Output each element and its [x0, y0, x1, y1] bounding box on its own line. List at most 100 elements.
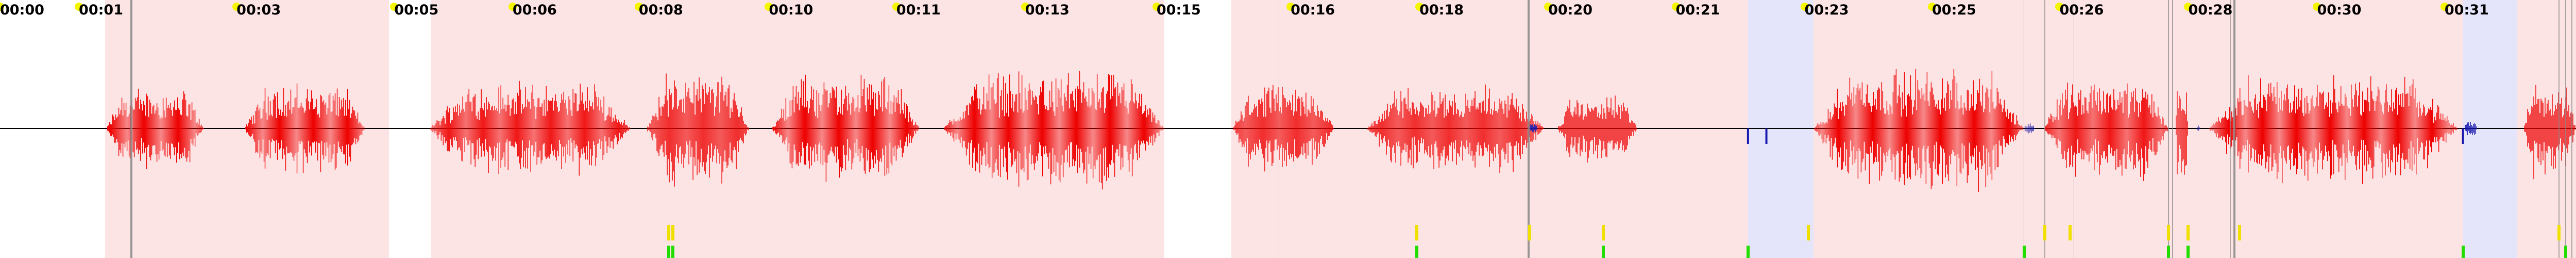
waveform-segment: [1558, 95, 1637, 163]
tick-label: 00:05: [394, 2, 439, 18]
tick-label: 00:20: [1548, 2, 1593, 18]
tick-dot-icon: [2440, 3, 2449, 11]
green-flag[interactable]: [2187, 246, 2190, 258]
time-tick: 00:23: [1800, 0, 1939, 21]
tick-dot-icon: [1671, 3, 1680, 11]
tick-dot-icon: [232, 3, 241, 11]
tick-label: 00:16: [1291, 2, 1335, 18]
yellow-flag[interactable]: [1602, 225, 1605, 240]
green-flag[interactable]: [2461, 246, 2465, 258]
time-tick: 00:20: [1544, 0, 1682, 21]
tick-dot-icon: [1286, 3, 1295, 11]
yellow-flag[interactable]: [667, 225, 671, 240]
yellow-flag[interactable]: [1528, 225, 1532, 240]
tick-label: 00:25: [1932, 2, 1976, 18]
boundary-marker[interactable]: [2233, 0, 2235, 258]
tick-dot-icon: [1021, 3, 1029, 11]
time-tick: 00:00: [0, 0, 134, 21]
time-tick: 00:25: [1928, 0, 2066, 21]
tick-dot-icon: [75, 3, 83, 11]
tick-dot-icon: [2055, 3, 2064, 11]
tick-dot-icon: [2313, 3, 2321, 11]
green-flag[interactable]: [671, 246, 675, 258]
tick-label: 00:01: [79, 2, 123, 18]
tick-dot-icon: [1415, 3, 1424, 11]
waveform-segment: [2524, 85, 2576, 179]
time-tick: 00:13: [1021, 0, 1159, 21]
tick-label: 00:26: [2059, 2, 2104, 18]
tick-dot-icon: [2184, 3, 2193, 11]
tick-dot-icon: [1544, 3, 1553, 11]
tick-dot-icon: [390, 3, 399, 11]
green-flag[interactable]: [1746, 246, 1750, 258]
boundary-marker[interactable]: [2230, 0, 2231, 258]
green-flag[interactable]: [2022, 246, 2026, 258]
tick-dot-icon: [634, 3, 643, 11]
tick-dot-icon: [1152, 3, 1161, 11]
time-tick: 00:01: [75, 0, 213, 21]
yellow-flag[interactable]: [2238, 225, 2241, 240]
yellow-flag[interactable]: [2043, 225, 2047, 240]
boundary-marker[interactable]: [2571, 0, 2573, 258]
waveform-segment: [1233, 85, 1334, 172]
time-tick: 00:31: [2440, 0, 2576, 21]
boundary-marker[interactable]: [130, 0, 133, 258]
tick-label: 00:00: [0, 2, 44, 18]
time-tick: 00:26: [2055, 0, 2193, 21]
tick-dot-icon: [1928, 3, 1936, 11]
waveform-segment-alt: [2465, 122, 2477, 135]
tick-label: 00:10: [769, 2, 814, 18]
yellow-flag[interactable]: [2167, 225, 2171, 240]
time-tick: 00:18: [1415, 0, 1553, 21]
boundary-marker[interactable]: [1527, 0, 1530, 258]
yellow-flag[interactable]: [2068, 225, 2072, 240]
time-tick: 00:03: [232, 0, 370, 21]
waveform-segment: [647, 73, 749, 187]
yellow-flag[interactable]: [1415, 225, 1418, 240]
tick-label: 00:28: [2188, 2, 2233, 18]
waveform-segment: [1367, 84, 1545, 173]
tick-label: 00:18: [1419, 2, 1464, 18]
green-flag[interactable]: [1415, 246, 1418, 258]
boundary-marker[interactable]: [2044, 0, 2046, 258]
boundary-marker[interactable]: [2558, 0, 2560, 258]
boundary-marker[interactable]: [2565, 0, 2566, 258]
yellow-flag[interactable]: [2557, 225, 2561, 240]
tick-dot-icon: [508, 3, 517, 11]
green-flag[interactable]: [1602, 246, 1605, 258]
tick-label: 00:13: [1025, 2, 1070, 18]
time-tick: 00:21: [1671, 0, 1810, 21]
waveform-segment: [245, 83, 366, 174]
green-flag[interactable]: [2167, 246, 2171, 258]
green-flag[interactable]: [2564, 246, 2567, 258]
yellow-flag[interactable]: [671, 225, 675, 240]
waveform-segment: [772, 74, 921, 182]
time-tick: 00:10: [765, 0, 903, 21]
boundary-marker[interactable]: [2172, 0, 2173, 258]
tick-dot-icon: [765, 3, 773, 11]
time-tick: 00:15: [1152, 0, 1291, 21]
tick-label: 00:31: [2444, 2, 2489, 18]
waveform-segment: [430, 80, 631, 176]
tick-label: 00:21: [1675, 2, 1720, 18]
time-tick: 00:30: [2313, 0, 2451, 21]
yellow-flag[interactable]: [1807, 225, 1810, 240]
tick-dot-icon: [1800, 3, 1809, 11]
waveform-segment: [2176, 91, 2188, 175]
waveform-segment: [2044, 83, 2169, 181]
tick-dot-icon: [0, 3, 4, 11]
boundary-marker[interactable]: [2168, 0, 2170, 258]
tick-label: 00:06: [512, 2, 557, 18]
time-tick: 00:11: [892, 0, 1030, 21]
waveform-segment-alt: [2197, 125, 2200, 131]
time-tick: 00:28: [2184, 0, 2322, 21]
green-flag[interactable]: [667, 246, 671, 258]
yellow-flag[interactable]: [2187, 225, 2190, 240]
tick-label: 00:23: [1804, 2, 1849, 18]
tick-label: 00:03: [236, 2, 281, 18]
waveform-segment: [2209, 75, 2458, 184]
tick-label: 00:08: [638, 2, 683, 18]
time-tick: 00:16: [1286, 0, 1425, 21]
